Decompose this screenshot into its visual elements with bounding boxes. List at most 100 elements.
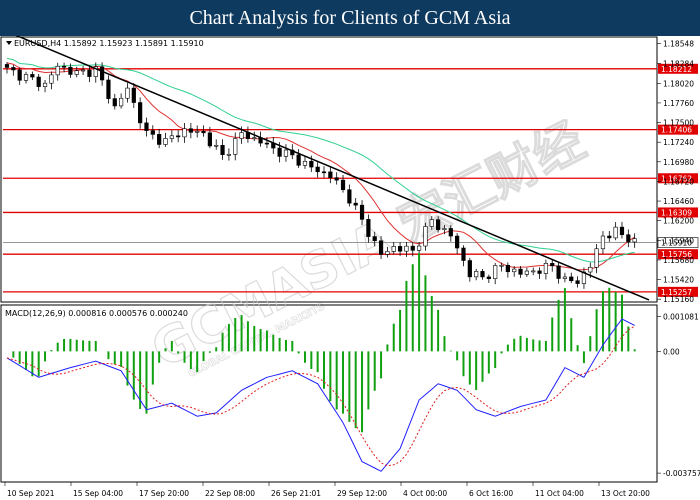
candle-body [569,276,574,282]
price-tick-label: 1.15940 [663,236,694,245]
candle-body [423,226,428,247]
candle-body [493,265,498,279]
price-tick-label: 1.18020 [663,79,694,88]
candle-body [543,263,548,274]
candle-body [119,97,124,107]
candle-body [277,147,282,157]
candle-body [233,138,238,155]
candle-body [55,65,60,76]
level-price-tag [658,207,698,218]
candle-body [195,131,200,133]
candle-body [112,98,117,107]
candle-body [321,171,327,174]
candle-body [524,270,529,275]
candle-body [404,245,409,252]
candle-body [347,189,352,204]
indicator-tick-label: -0.003757 [663,469,700,478]
candle-body [169,135,174,139]
candle-body [499,264,504,267]
candle-body [4,64,10,68]
candle-body [220,144,225,155]
price-tick-label: 1.16200 [663,217,694,226]
time-tick-label: 29 Sep 12:00 [337,489,387,498]
candle-body [480,271,485,278]
candle-body [467,260,472,278]
current-price-label: 1.15910 [661,239,692,248]
candle-body [372,236,377,242]
symbol-info: EURUSD,H4 1.15892 1.15923 1.15891 1.1591… [14,39,204,48]
candle-body [455,235,460,249]
candle-body [239,132,244,139]
time-tick-label: 4 Oct 00:00 [403,489,447,498]
chart-title: Chart Analysis for Clients of GCM Asia [189,6,511,29]
candle-body [283,149,289,157]
level-price-tag [658,173,698,184]
level-price-label: 1.15257 [661,288,692,297]
candle-body [442,228,447,230]
candle-body [68,66,73,75]
candle-body [150,130,155,135]
candle-body [334,177,339,181]
price-tick-label: 1.17760 [663,99,694,108]
candle-body [588,266,593,273]
candle-body [93,66,98,77]
candle-body [448,228,453,237]
candle-body [252,137,257,139]
candle-body [512,268,517,273]
candle-body [594,248,599,268]
price-tick-label: 1.16720 [663,177,694,186]
candle-body [518,268,523,275]
candle-body [302,160,308,166]
chart-title-banner: Chart Analysis for Clients of GCM Asia [0,0,700,36]
slow-moving-average-line [6,57,635,263]
candle-body [74,70,79,75]
candle-body [607,235,612,239]
time-tick-label: 13 Oct 20:00 [601,489,650,498]
candle-body [188,128,193,133]
price-chart[interactable]: GCMASIA 宏汇财经 GLOBAL CAPITAL MARKETS 1.18… [0,36,700,500]
candle-body [397,246,403,252]
price-tick-label: 1.16980 [663,158,694,167]
candle-body [23,74,29,81]
candle-body [163,138,168,145]
candle-body [296,154,301,166]
indicator-info: MACD(12,26,9) 0.000816 0.000576 0.000240 [5,309,188,318]
candle-body [17,69,22,81]
time-tick-label: 15 Sep 04:00 [73,489,123,498]
time-tick-label: 26 Sep 21:01 [271,489,321,498]
candle-body [505,264,510,273]
candle-body [353,202,358,206]
candle-body [486,276,491,279]
candle-body [550,263,555,267]
candle-body [359,204,365,220]
candle-body [391,246,396,252]
time-tick-label: 11 Oct 04:00 [535,489,584,498]
candle-body [328,171,333,178]
candle-body [87,69,92,77]
candle-body [461,247,466,261]
candle-body [340,179,346,191]
dropdown-triangle-icon[interactable] [6,41,12,45]
level-price-tag [658,124,698,135]
candle-body [201,131,206,134]
price-tick-label: 1.17240 [663,138,694,147]
price-tick-label: 1.17500 [663,119,694,128]
level-price-label: 1.16309 [661,208,692,217]
price-tick-label: 1.18548 [663,39,694,48]
candle-body [264,142,270,145]
candle-body [366,219,371,237]
level-price-label: 1.15756 [661,250,692,259]
level-price-tag [658,249,698,260]
price-tick-label: 1.15160 [663,295,694,304]
candle-body [632,238,637,243]
time-tick-label: 17 Sep 20:00 [139,489,189,498]
candle-body [531,270,536,273]
downtrend-line [15,36,650,301]
price-tick-label: 1.18284 [663,59,694,68]
time-tick-label: 6 Oct 16:00 [469,489,513,498]
candle-body [315,166,320,173]
candle-body [61,65,67,68]
indicator-tick-label: 0.00 [663,347,680,356]
indicator-tick-label: 0.001081 [663,312,699,321]
candle-body [11,67,16,71]
